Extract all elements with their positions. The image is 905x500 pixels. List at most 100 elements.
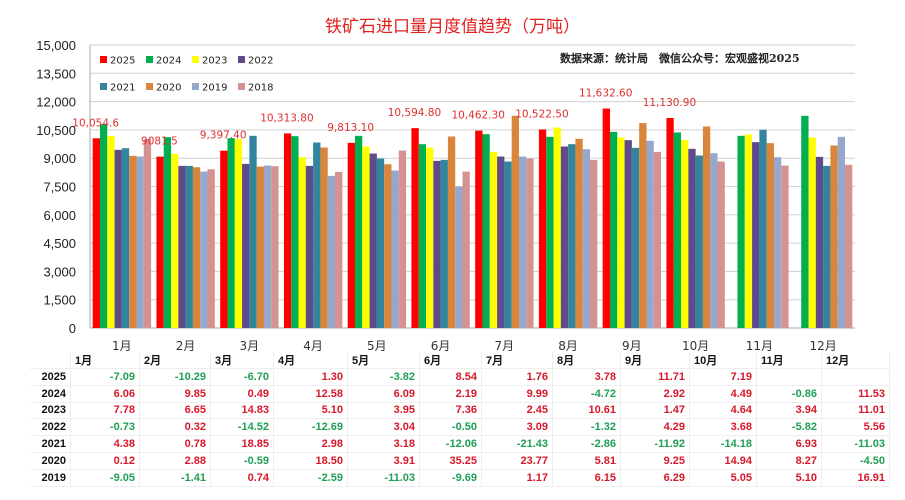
bar-2024 bbox=[737, 135, 745, 328]
bar-2019 bbox=[710, 153, 718, 328]
bar-2025 bbox=[347, 142, 355, 328]
data-label: 11,632.60 bbox=[579, 88, 632, 100]
x-tick-label: 3月 bbox=[240, 339, 260, 353]
bar-2023 bbox=[426, 147, 434, 328]
legend-label: 2025 bbox=[110, 56, 135, 67]
bar-2019 bbox=[837, 136, 846, 328]
bar-2025 bbox=[283, 133, 292, 328]
table-header: 3月 bbox=[210, 352, 274, 369]
table-cell: 0.78 bbox=[139, 435, 211, 453]
legend-swatch-2025 bbox=[100, 56, 107, 63]
bar-2023 bbox=[617, 137, 625, 328]
legend-swatch-2024 bbox=[146, 56, 153, 63]
table-cell: -0.50 bbox=[419, 418, 482, 437]
table-cell: 6.06 bbox=[70, 385, 140, 403]
legend-swatch-2021 bbox=[100, 83, 107, 90]
table-cell: -4.72 bbox=[552, 385, 621, 403]
table-cell: 4.38 bbox=[70, 435, 140, 453]
bar-2024 bbox=[291, 136, 299, 328]
bar-2021 bbox=[504, 161, 512, 328]
bar-2022 bbox=[815, 156, 824, 328]
legend-swatch-2022 bbox=[238, 56, 245, 63]
table-row: 2023 7.78 6.65 14.83 5.10 3.95 7.36 2.45 10.61 1.… bbox=[30, 402, 890, 420]
legend-swatch-2020 bbox=[146, 83, 153, 90]
table-cell: 14.83 bbox=[210, 402, 274, 420]
table-cell: 18.50 bbox=[273, 452, 348, 470]
x-tick-label: 10月 bbox=[682, 339, 709, 353]
bar-2022 bbox=[369, 153, 377, 328]
table-cell: 0.32 bbox=[139, 418, 211, 437]
bar-2022 bbox=[433, 160, 441, 328]
legend-label: 2020 bbox=[156, 83, 181, 94]
bar-2022 bbox=[688, 148, 696, 328]
bar-2022 bbox=[305, 165, 314, 328]
table-cell: -12.06 bbox=[419, 435, 482, 453]
legend-swatch-2018 bbox=[238, 83, 245, 90]
table-cell: 7.78 bbox=[70, 402, 140, 420]
bar-2020 bbox=[320, 147, 328, 328]
bar-2025 bbox=[602, 108, 610, 328]
bar-2021 bbox=[249, 135, 257, 328]
table-cell: 8.27 bbox=[756, 452, 822, 470]
table-cell: 12.58 bbox=[273, 385, 348, 403]
table-cell: -11.92 bbox=[620, 435, 690, 453]
table-cell: 3.18 bbox=[347, 435, 420, 453]
bar-2019 bbox=[518, 156, 527, 328]
bar-2022 bbox=[242, 163, 250, 328]
table-cell: 6.93 bbox=[756, 435, 822, 453]
table-cell: 16.91 bbox=[821, 469, 890, 487]
table-cell: 3.78 bbox=[552, 368, 621, 386]
table-cell: 3.95 bbox=[347, 402, 420, 420]
table-header: 8月 bbox=[552, 352, 621, 369]
table-cell: -5.82 bbox=[756, 418, 822, 437]
bar-2018 bbox=[717, 161, 725, 328]
bar-2018 bbox=[653, 151, 662, 328]
table-cell: 11.53 bbox=[821, 385, 890, 403]
x-tick-label: 5月 bbox=[367, 339, 387, 353]
data-label: 9,813.10 bbox=[327, 122, 374, 134]
table-cell: 3.04 bbox=[347, 418, 420, 437]
x-tick-label: 1月 bbox=[112, 339, 132, 353]
table-cell: -11.03 bbox=[347, 469, 420, 487]
x-tick-label: 7月 bbox=[495, 339, 515, 353]
bar-2025 bbox=[156, 156, 164, 328]
table-cell: 0.49 bbox=[210, 385, 274, 403]
table-cell: 2.45 bbox=[481, 402, 553, 420]
table-cell: 6.15 bbox=[552, 469, 621, 487]
bar-2020 bbox=[129, 155, 137, 328]
bar-2024 bbox=[99, 124, 108, 329]
y-tick-label: 6,000 bbox=[43, 208, 76, 223]
bar-2023 bbox=[107, 135, 115, 328]
table-cell: 4.49 bbox=[689, 385, 757, 403]
table-header: 4月 bbox=[273, 352, 348, 369]
bar-2021 bbox=[759, 129, 767, 328]
bar-2018 bbox=[526, 158, 534, 328]
table-cell: 1.47 bbox=[620, 402, 690, 420]
row-year: 2020 bbox=[30, 452, 71, 470]
bar-2021 bbox=[121, 148, 130, 328]
table-cell: 18.85 bbox=[210, 435, 274, 453]
table-cell: 2.98 bbox=[273, 435, 348, 453]
bar-2020 bbox=[702, 126, 711, 328]
table-row: 2024 6.06 9.85 0.49 12.58 6.09 2.19 9.99 -4.72 2.… bbox=[30, 385, 890, 403]
bar-2019 bbox=[136, 156, 144, 328]
bar-2024 bbox=[227, 138, 235, 328]
row-year: 2023 bbox=[30, 402, 71, 420]
bar-2021 bbox=[376, 158, 385, 328]
table-cell: 11.71 bbox=[620, 368, 690, 386]
table-cell bbox=[821, 368, 890, 386]
bar-2018 bbox=[207, 169, 215, 328]
bar-2020 bbox=[575, 138, 583, 328]
bar-2024 bbox=[609, 131, 618, 328]
table-cell: 5.05 bbox=[689, 469, 757, 487]
table-cell: 1.76 bbox=[481, 368, 553, 386]
table-cell: -1.32 bbox=[552, 418, 621, 437]
table-header: 7月 bbox=[481, 352, 553, 369]
table-cell: -9.05 bbox=[70, 469, 140, 487]
table-header: 12月 bbox=[821, 352, 890, 369]
table-cell: -0.59 bbox=[210, 452, 274, 470]
table-cell: 3.94 bbox=[756, 402, 822, 420]
y-tick-label: 7,500 bbox=[43, 180, 76, 195]
table-cell: 11.01 bbox=[821, 402, 890, 420]
bar-2018 bbox=[781, 165, 789, 328]
